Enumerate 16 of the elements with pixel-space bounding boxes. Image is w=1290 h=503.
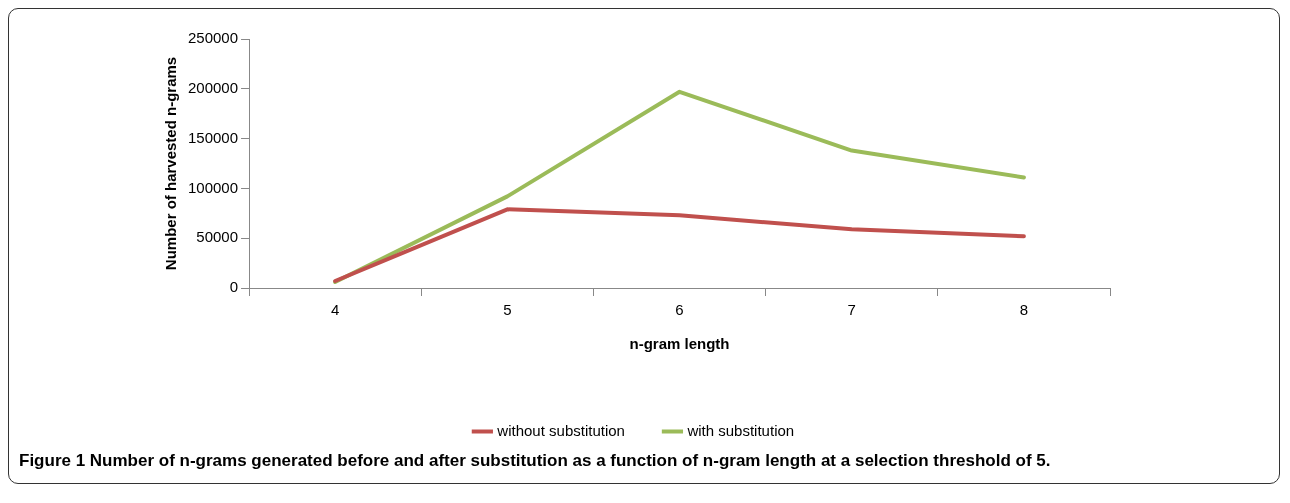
y-tick-label: 100000	[187, 178, 239, 196]
y-axis-title: Number of harvested n-grams	[162, 56, 180, 271]
y-tick-label: 250000	[187, 29, 239, 47]
x-tick-label: 6	[675, 301, 684, 319]
x-tick-label: 5	[503, 301, 512, 319]
x-tick-label: 8	[1019, 301, 1029, 319]
legend-label: without substitution	[496, 421, 625, 439]
y-tick-label: 200000	[187, 78, 239, 96]
y-tick-label: 0	[229, 278, 239, 296]
caption: Figure 1 Number of n-grams generated before and after substitution as a function of n-gram length at a selection threshold of 5.	[18, 450, 1052, 472]
x-tick-label: 7	[847, 301, 856, 319]
legend-label: with substitution	[686, 421, 795, 439]
y-tick-label: 50000	[196, 228, 239, 246]
x-tick-label: 4	[330, 301, 340, 319]
y-tick-label: 150000	[187, 128, 239, 146]
x-axis-title: n-gram length	[629, 335, 730, 353]
